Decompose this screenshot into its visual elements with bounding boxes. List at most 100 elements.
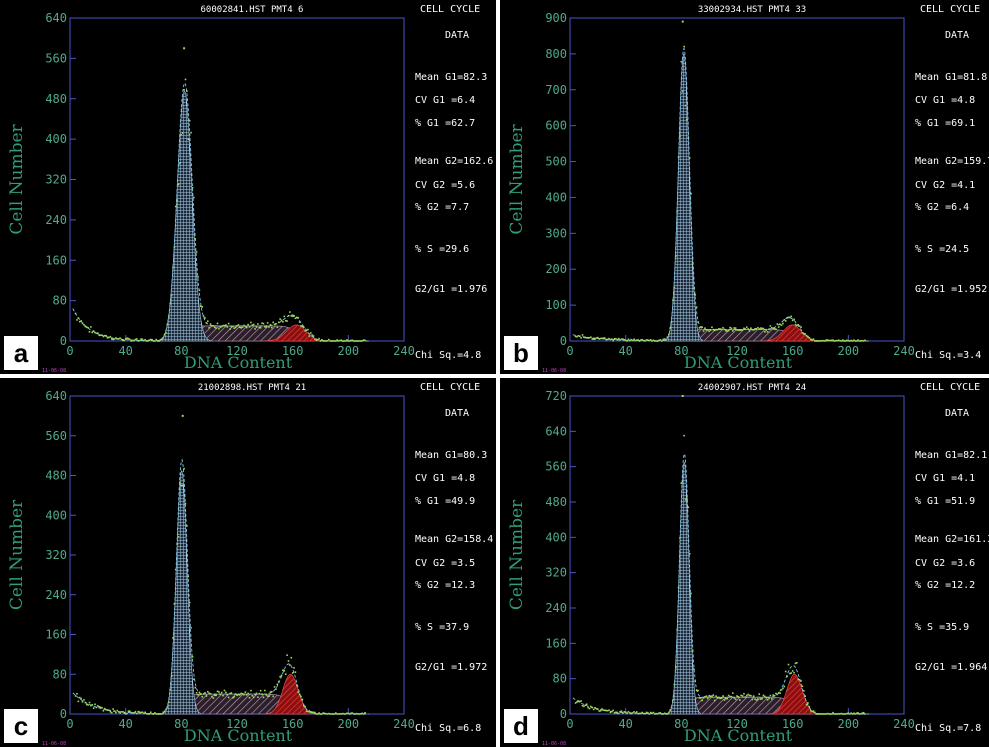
data-point [826, 712, 829, 715]
data-point [155, 338, 158, 341]
data-point [116, 338, 119, 340]
data-point [823, 713, 826, 715]
data-point [796, 662, 798, 664]
data-point [738, 699, 741, 701]
data-point [790, 315, 793, 318]
data-point [676, 628, 678, 631]
data-point [119, 337, 121, 339]
data-point [328, 338, 330, 341]
data-point [789, 316, 791, 319]
data-point [225, 691, 227, 694]
stats-subtitle: DATA [445, 30, 469, 41]
data-point [853, 339, 855, 341]
data-point [147, 340, 149, 342]
data-point [168, 316, 170, 318]
histogram-panel-b: 33002934.HST PMT4 33 0 100 200 300 400 500 600 7… [500, 0, 989, 374]
data-point [821, 339, 823, 342]
data-point [697, 321, 699, 323]
plot-frame [569, 395, 905, 715]
data-point [617, 337, 620, 340]
stat-chi-square: Chi Sq.=4.8 [415, 350, 481, 361]
data-point [163, 333, 166, 336]
data-point [311, 711, 313, 714]
data-point [661, 340, 663, 342]
stat-chi-square: Chi Sq.=3.4 [915, 350, 981, 361]
data-point [624, 711, 627, 714]
data-point [205, 322, 208, 324]
data-point [158, 340, 160, 342]
x-tick-label: 40 [618, 344, 632, 358]
stat-pct-g2: % G2 =12.2 [915, 580, 975, 591]
data-point [750, 694, 752, 697]
data-point [835, 339, 837, 342]
data-point [279, 675, 281, 678]
data-point [816, 340, 819, 342]
data-point [102, 335, 105, 338]
data-point [722, 695, 724, 697]
data-point [811, 710, 813, 713]
data-point [122, 339, 124, 342]
data-point [745, 694, 748, 697]
data-point [688, 157, 691, 159]
data-point [291, 672, 294, 674]
data-point [219, 326, 222, 328]
data-point [716, 697, 719, 699]
data-point [149, 711, 152, 714]
data-point [700, 697, 702, 699]
data-point [624, 339, 627, 342]
data-point [680, 60, 683, 63]
data-point [576, 335, 578, 338]
data-point [78, 696, 81, 699]
data-point [855, 712, 858, 715]
data-point [686, 118, 688, 121]
stats-subtitle: DATA [445, 408, 469, 419]
data-point [142, 712, 145, 715]
data-point [319, 340, 322, 342]
data-point [672, 299, 674, 302]
data-point [161, 713, 163, 715]
data-point [154, 340, 156, 342]
data-point [757, 698, 759, 700]
data-point [615, 338, 617, 340]
data-point [270, 690, 273, 693]
data-point [137, 340, 139, 342]
data-point [131, 339, 134, 342]
data-point [110, 338, 113, 340]
date-stamp: 11-06-08 [542, 741, 566, 747]
data-point [140, 711, 142, 714]
data-point [204, 317, 206, 319]
data-point [169, 302, 171, 305]
data-point [244, 325, 247, 328]
data-point [762, 327, 765, 330]
data-point [283, 315, 286, 318]
data-point [134, 710, 137, 713]
data-point [277, 680, 280, 683]
data-point [599, 337, 602, 340]
data-point [759, 698, 762, 700]
data-point [258, 692, 261, 695]
data-point [87, 704, 89, 706]
stat-mean-g2: Mean G2=161.3 [915, 534, 989, 545]
data-point [633, 711, 635, 713]
data-point [677, 156, 680, 158]
data-point [854, 713, 857, 715]
data-point [595, 707, 598, 710]
data-point [590, 705, 592, 708]
data-point [296, 316, 298, 319]
data-point [186, 525, 188, 527]
data-point [727, 329, 730, 332]
y-tick-label: 480 [545, 495, 567, 509]
x-tick-label: 80 [174, 344, 188, 358]
data-point [719, 697, 722, 700]
data-point [277, 321, 280, 324]
data-point [329, 713, 332, 715]
x-axis-title: DNA Content [684, 726, 793, 745]
data-point [622, 338, 624, 340]
data-point [211, 324, 213, 327]
data-point [290, 656, 293, 659]
data-point [629, 712, 631, 714]
data-point [151, 338, 153, 341]
data-point [195, 692, 198, 694]
data-point [627, 711, 630, 713]
y-tick-label: 300 [545, 226, 567, 240]
